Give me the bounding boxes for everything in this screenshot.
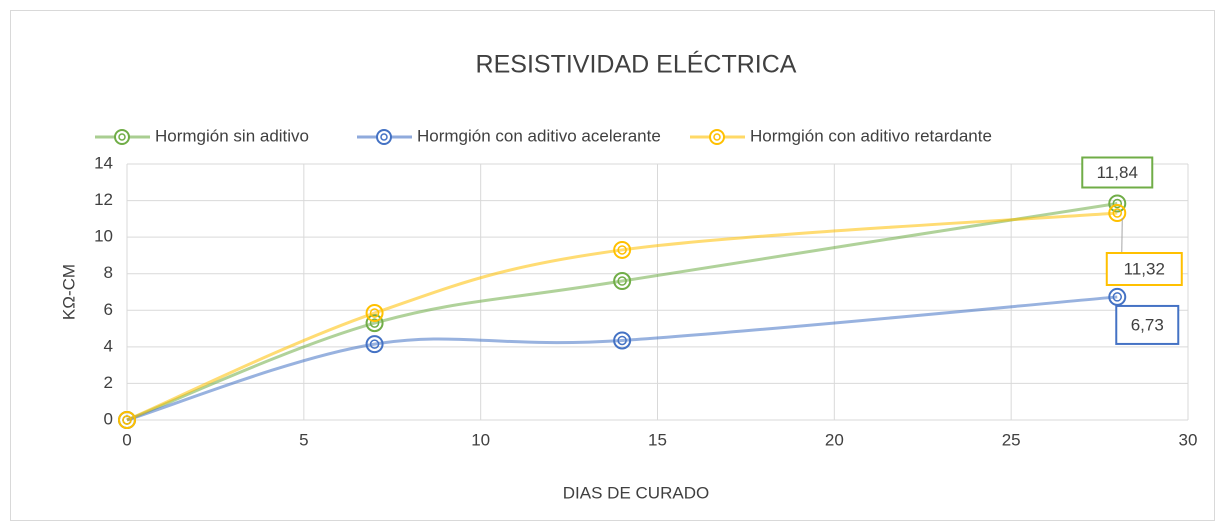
legend-marker (114, 129, 130, 145)
data-label: 11,32 (1124, 259, 1165, 278)
data-point (613, 331, 632, 350)
data-point-inner (617, 335, 627, 346)
y-tick-label: 10 (94, 227, 113, 246)
x-tick-label: 10 (471, 430, 490, 449)
data-point (1108, 194, 1127, 213)
x-tick-label: 30 (1179, 430, 1198, 449)
data-label: 11,84 (1097, 163, 1138, 182)
series-line (126, 202, 1118, 422)
legend-label: Hormgión con aditivo retardante (750, 126, 992, 145)
data-point-inner (617, 276, 627, 286)
series-line (126, 295, 1118, 422)
legend-label: Hormgión con aditivo acelerante (417, 126, 661, 145)
y-tick-label: 0 (104, 409, 113, 428)
data-label: 6,73 (1131, 315, 1164, 334)
data-point (365, 335, 384, 354)
chart-title: RESISTIVIDAD ELÉCTRICA (476, 50, 797, 79)
y-tick-label: 14 (94, 153, 113, 172)
leader-line (1121, 217, 1123, 254)
data-point-inner (1112, 198, 1123, 209)
data-point (365, 304, 384, 323)
x-tick-label: 15 (648, 430, 667, 449)
data-point-inner (617, 245, 627, 255)
data-point-inner (122, 415, 132, 425)
y-tick-label: 6 (104, 300, 113, 319)
legend-marker-inner (118, 133, 126, 141)
data-point-inner (369, 318, 380, 328)
x-tick-label: 25 (1002, 430, 1021, 449)
data-point (365, 314, 384, 333)
data-point (1108, 204, 1127, 223)
y-tick-label: 8 (104, 263, 113, 282)
data-point-inner (369, 308, 380, 318)
x-tick-label: 20 (825, 430, 844, 449)
legend-marker (709, 129, 725, 145)
data-point (613, 272, 632, 291)
x-tick-label: 0 (122, 430, 131, 449)
data-point (613, 240, 632, 259)
data-label-box (1115, 304, 1180, 345)
data-point-inner (1112, 208, 1123, 218)
legend-marker-inner (380, 133, 388, 141)
data-point-inner (1112, 292, 1123, 302)
y-axis-label: KΩ-CM (59, 264, 78, 320)
chart-border (10, 10, 1215, 521)
legend-marker (376, 129, 392, 145)
data-label-box (1105, 252, 1183, 287)
data-label-box (1081, 156, 1154, 189)
y-tick-label: 2 (104, 373, 113, 392)
legend-marker-inner (713, 133, 721, 141)
x-tick-label: 5 (299, 430, 308, 449)
y-tick-label: 4 (104, 336, 113, 355)
x-axis-label: DIAS DE CURADO (563, 483, 709, 502)
legend-label: Hormgión sin aditivo (155, 126, 309, 145)
data-point (118, 411, 136, 429)
series-line (126, 211, 1118, 422)
data-point-inner (369, 339, 380, 349)
y-tick-label: 12 (94, 190, 113, 209)
